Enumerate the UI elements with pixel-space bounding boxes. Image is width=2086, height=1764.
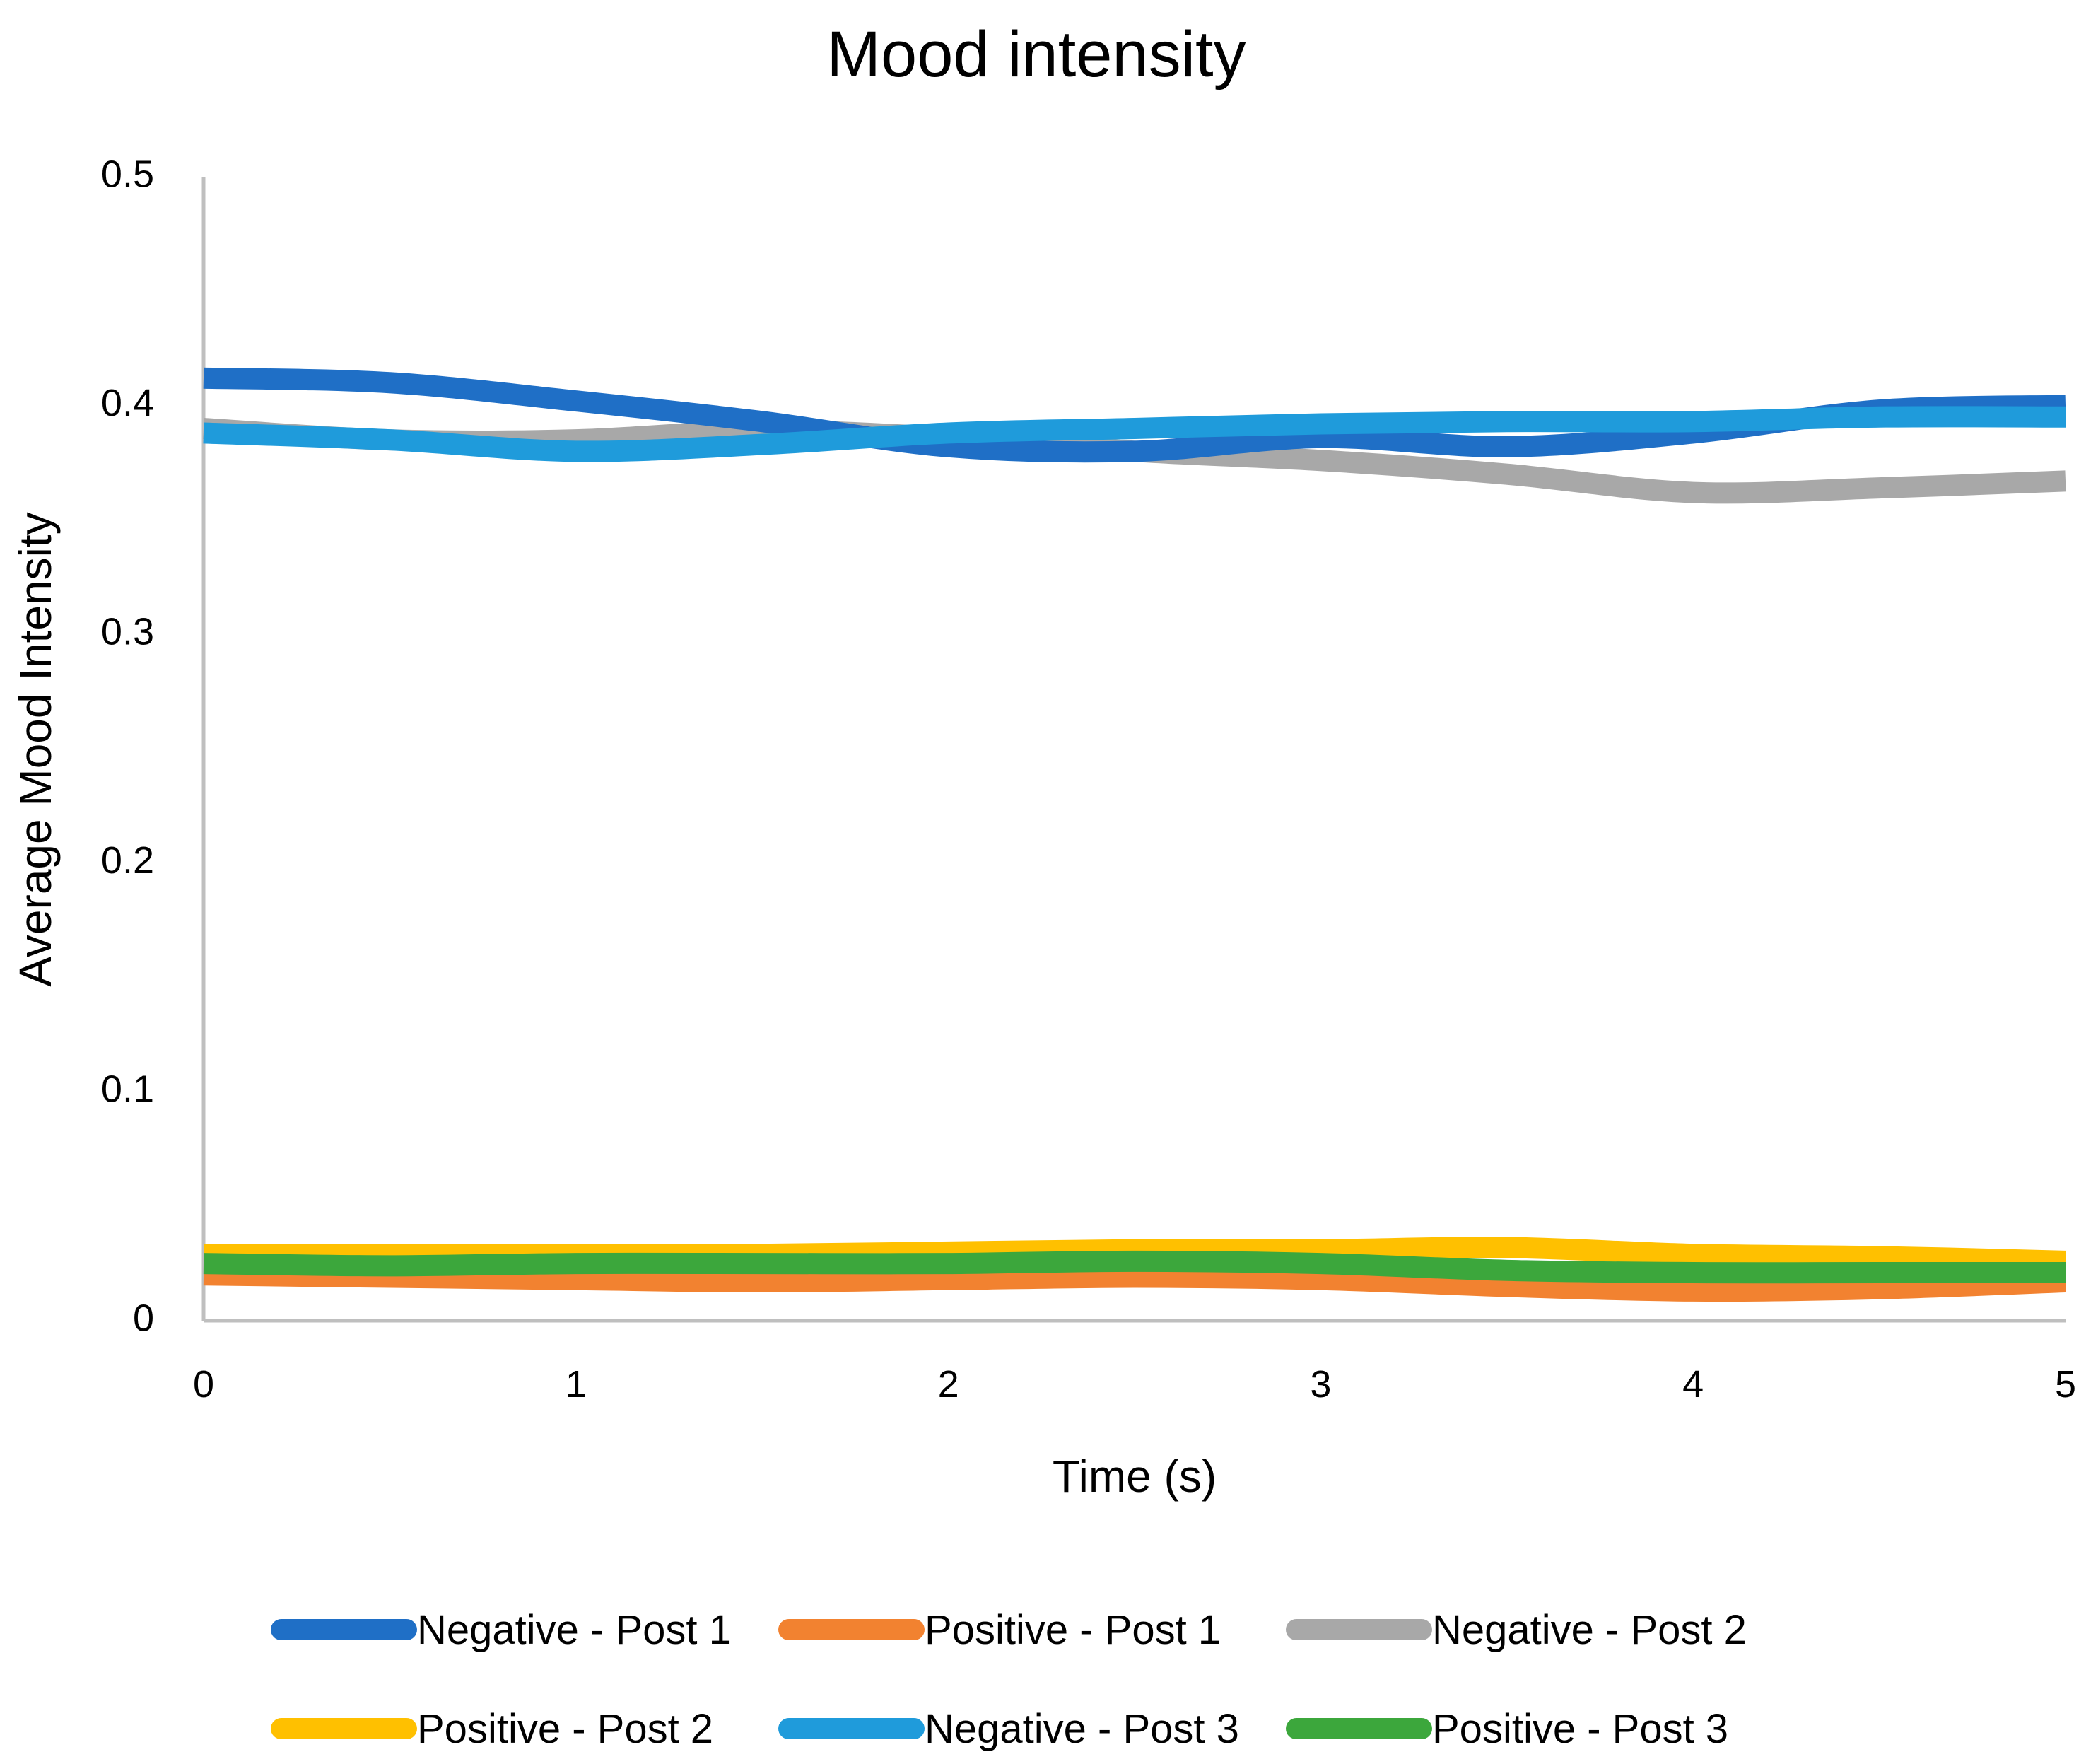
y-tick-label: 0.3 [101,610,154,653]
legend-label: Positive - Post 1 [925,1607,1221,1653]
x-tick-label: 1 [566,1363,587,1406]
y-tick-label: 0 [133,1297,154,1339]
legend-label: Negative - Post 3 [925,1706,1239,1752]
y-tick-label: 0.1 [101,1068,154,1111]
plot-area: 0 0.1 0.2 0.3 0.4 0.5 0 1 2 3 4 5 [101,153,2076,1406]
chart-title: Mood intensity [826,18,1246,90]
y-tick-label: 0.5 [101,153,154,195]
legend-label: Negative - Post 2 [1432,1607,1747,1653]
x-tick-label: 5 [2055,1363,2076,1406]
x-tick-label: 3 [1310,1363,1331,1406]
x-tick-label: 2 [938,1363,959,1406]
x-axis-title: Time (s) [1053,1451,1217,1502]
x-tick-label: 0 [193,1363,214,1406]
legend-label: Positive - Post 2 [417,1706,713,1752]
series-line-5 [203,406,2066,462]
series-line-2 [203,1264,2066,1302]
legend: Negative - Post 1 Positive - Post 1 Negati… [271,1607,1747,1752]
series-line-6 [203,1250,2066,1284]
y-tick-label: 0.2 [101,839,154,882]
x-tick-label: 4 [1682,1363,1704,1406]
y-tick-label: 0.4 [101,382,154,424]
y-axis-title: Average Mood Intensity [10,512,61,986]
legend-label: Negative - Post 1 [417,1607,732,1653]
legend-label: Positive - Post 3 [1432,1706,1728,1752]
